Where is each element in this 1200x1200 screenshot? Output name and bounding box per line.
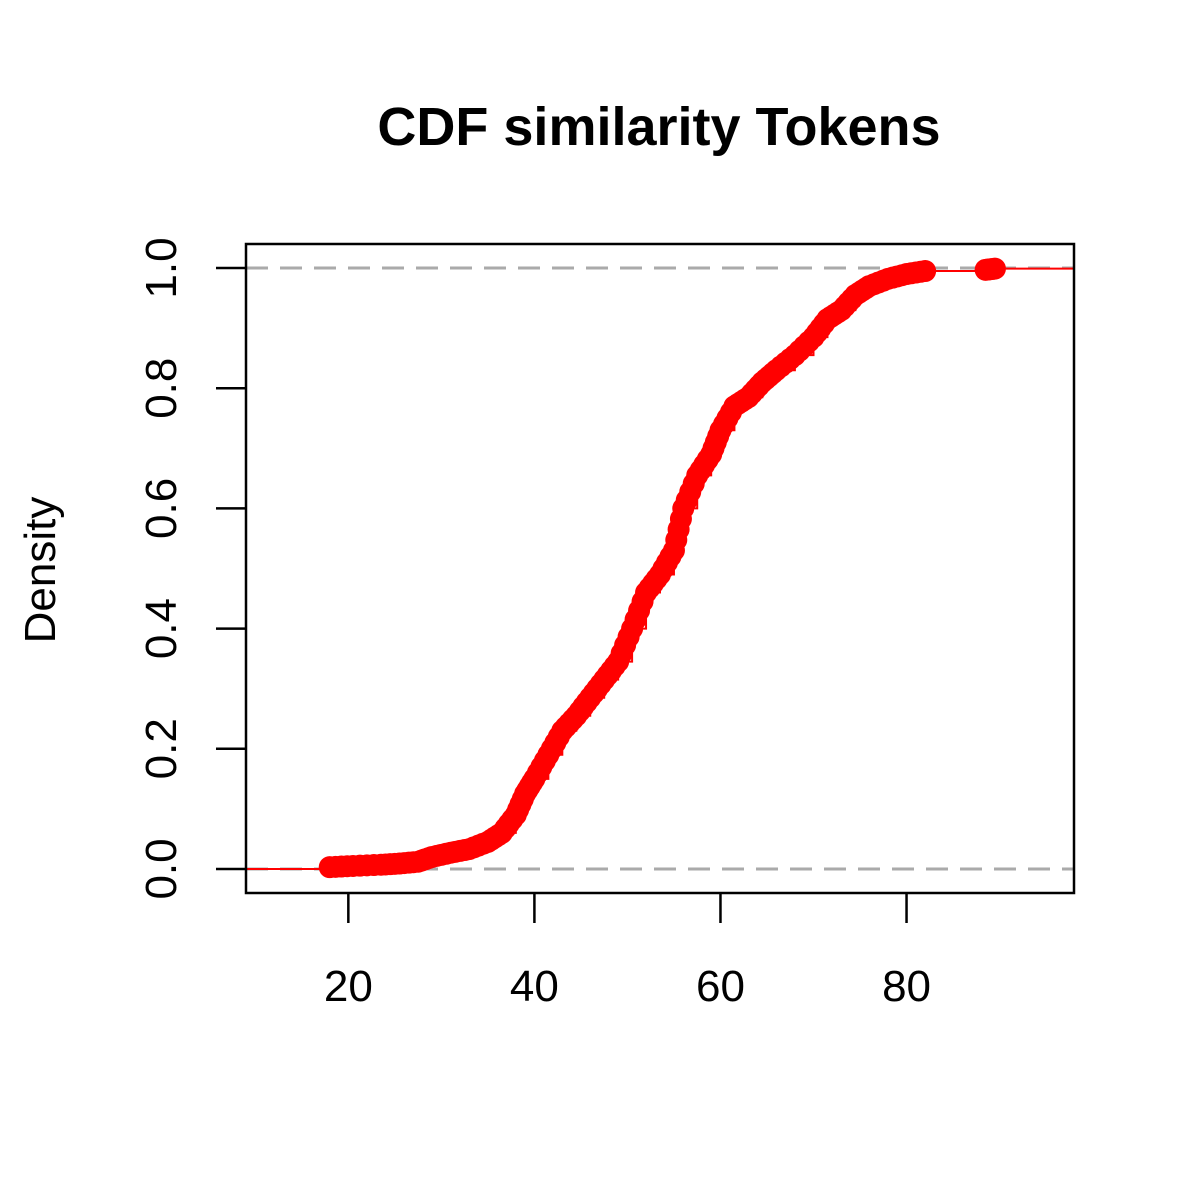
data-point (983, 257, 1006, 280)
plot-frame (244, 242, 1076, 895)
y-tick-label: 0.2 (137, 718, 186, 779)
chart-title: CDF similarity Tokens (377, 97, 940, 157)
plot-area: 20 40 60 80 0.0 0.2 0.4 0.6 0.8 1.0 (137, 237, 1076, 1011)
y-tick-label: 1.0 (137, 237, 186, 298)
y-tick-label: 0.4 (137, 598, 186, 659)
x-tick-label: 80 (882, 962, 931, 1011)
y-tick-label: 0.8 (137, 358, 186, 419)
data-point (914, 260, 937, 283)
y-tick-label: 0.6 (137, 478, 186, 539)
y-axis-label: Density (16, 497, 65, 644)
y-tick-label: 0.0 (137, 838, 186, 899)
x-tick-label: 20 (324, 962, 373, 1011)
x-tick-label: 40 (510, 962, 559, 1011)
x-tick-label: 60 (696, 962, 745, 1011)
